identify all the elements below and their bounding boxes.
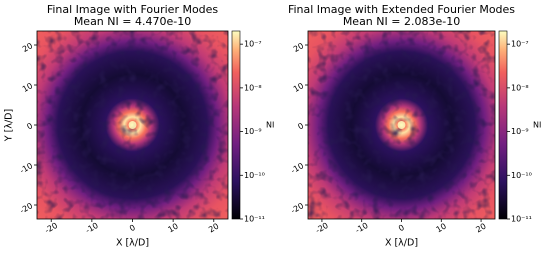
colorbar-tick-label: 10⁻⁷ bbox=[511, 40, 529, 49]
colorbar-tick-label: 10⁻⁸ bbox=[511, 83, 529, 92]
y-tick-label: 0 bbox=[25, 121, 34, 131]
y-tick-label: 10 bbox=[21, 81, 34, 94]
colorbar-tick-label: 10⁻¹¹ bbox=[244, 215, 265, 224]
colorbar-tick-label: 10⁻¹⁰ bbox=[511, 171, 532, 180]
y-tick-label: 20 bbox=[21, 41, 34, 54]
x-tick-label: 0 bbox=[397, 223, 406, 233]
colorbar-tick-label: 10⁻⁸ bbox=[244, 83, 262, 92]
colorbar-tick-label: 10⁻⁷ bbox=[244, 40, 262, 49]
colorbar-tick-label: 10⁻⁹ bbox=[244, 127, 262, 136]
x-tick-label: -10 bbox=[354, 221, 370, 235]
x-axis-label: X [λ/D] bbox=[385, 238, 418, 249]
y-tick-label: -10 bbox=[289, 161, 305, 175]
chart-subtitle: Mean NI = 2.083e-10 bbox=[343, 15, 460, 28]
x-tick-label: -20 bbox=[43, 221, 59, 235]
x-tick-label: 10 bbox=[435, 222, 448, 235]
y-tick-label: -20 bbox=[289, 201, 305, 215]
x-tick-label: -10 bbox=[84, 221, 100, 235]
y-tick-label: 20 bbox=[292, 41, 305, 54]
chart-title: Final Image with Fourier Modes bbox=[47, 3, 219, 16]
y-tick-label: 0 bbox=[296, 121, 305, 131]
colorbar-label: NI bbox=[266, 121, 274, 130]
colorbar bbox=[231, 30, 241, 220]
y-tick-label: -20 bbox=[18, 201, 34, 215]
image-core bbox=[397, 121, 406, 129]
x-tick-label: 20 bbox=[207, 222, 220, 235]
x-tick-label: 20 bbox=[474, 222, 487, 235]
x-axis-label: X [λ/D] bbox=[116, 238, 149, 249]
image-core bbox=[128, 121, 137, 129]
chart-subtitle: Mean NI = 4.470e-10 bbox=[74, 15, 191, 28]
colorbar bbox=[498, 30, 508, 220]
colorbar-tick-label: 10⁻⁹ bbox=[511, 127, 529, 136]
x-tick-label: 10 bbox=[166, 222, 179, 235]
colorbar-tick-label: 10⁻¹¹ bbox=[511, 215, 532, 224]
colorbar-label: NI bbox=[533, 121, 541, 130]
y-axis-label: Y [λ/D] bbox=[4, 109, 15, 142]
y-tick-label: 10 bbox=[292, 81, 305, 94]
y-tick-label: -10 bbox=[18, 161, 34, 175]
x-tick-label: -20 bbox=[314, 221, 330, 235]
colorbar-tick-label: 10⁻¹⁰ bbox=[244, 171, 265, 180]
x-tick-label: 0 bbox=[128, 223, 137, 233]
chart-title: Final Image with Extended Fourier Modes bbox=[288, 3, 515, 16]
